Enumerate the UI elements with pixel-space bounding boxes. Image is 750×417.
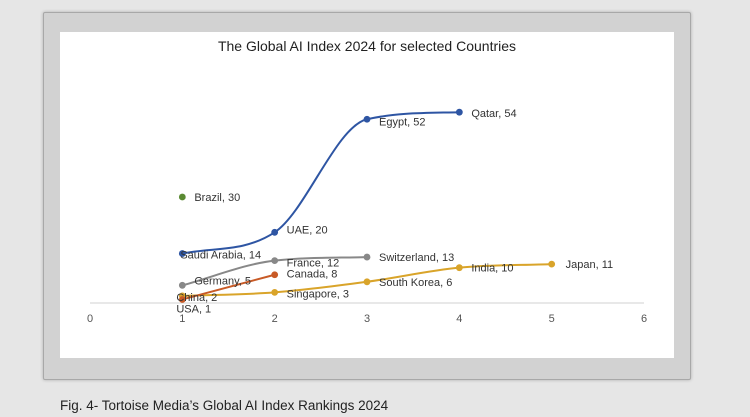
- data-points: [178, 108, 556, 303]
- x-tick-label: 2: [272, 313, 278, 325]
- data-point: [271, 271, 279, 279]
- data-point: [363, 115, 371, 123]
- x-tick-label: 1: [179, 313, 185, 325]
- data-label: UAE, 20: [287, 224, 328, 236]
- x-tick-label: 3: [364, 313, 370, 325]
- x-tick-label: 4: [456, 313, 462, 325]
- data-label: Qatar, 54: [471, 108, 516, 120]
- data-labels: Saudi Arabia, 14 UAE, 20 Egypt, 52 Qatar, 5…: [176, 108, 613, 315]
- data-label: Brazil, 30: [194, 192, 240, 204]
- data-point: [363, 253, 371, 261]
- x-tick-label: 6: [641, 313, 647, 325]
- data-label: India, 10: [471, 263, 513, 275]
- data-label: Saudi Arabia, 14: [180, 250, 261, 262]
- data-label: Egypt, 52: [379, 116, 425, 128]
- data-point: [178, 193, 186, 201]
- data-point: [178, 296, 186, 303]
- data-label: Switzerland, 13: [379, 252, 454, 264]
- figure-caption: Fig. 4- Tortoise Media’s Global AI Index…: [60, 398, 389, 413]
- data-label: China, 2: [176, 292, 217, 304]
- x-tick-label: 5: [549, 313, 555, 325]
- data-point: [363, 278, 371, 286]
- data-label: USA, 1: [176, 303, 211, 315]
- global-ai-index-chart: The Global AI Index 2024 for selected Co…: [87, 38, 647, 325]
- data-point: [548, 260, 556, 268]
- data-label: France, 12: [287, 258, 340, 270]
- chart-title: The Global AI Index 2024 for selected Co…: [218, 38, 516, 54]
- series-line: [182, 111, 460, 255]
- data-point: [178, 281, 186, 289]
- data-label: Canada, 8: [287, 269, 338, 281]
- data-point: [271, 228, 279, 236]
- data-point: [455, 264, 463, 272]
- series-line: [182, 273, 275, 301]
- x-tick-label: 0: [87, 313, 93, 325]
- data-label: Singapore, 3: [287, 288, 349, 300]
- x-axis-ticks: 0 1 2 3 4 5 6: [87, 313, 647, 325]
- data-point: [455, 108, 463, 116]
- data-point: [271, 289, 279, 296]
- data-label: Japan, 11: [566, 259, 614, 271]
- data-point: [271, 257, 279, 264]
- data-point: [178, 250, 186, 257]
- chart-area: [60, 32, 674, 358]
- data-label: Germany, 5: [194, 275, 251, 287]
- data-label: South Korea, 6: [379, 277, 452, 289]
